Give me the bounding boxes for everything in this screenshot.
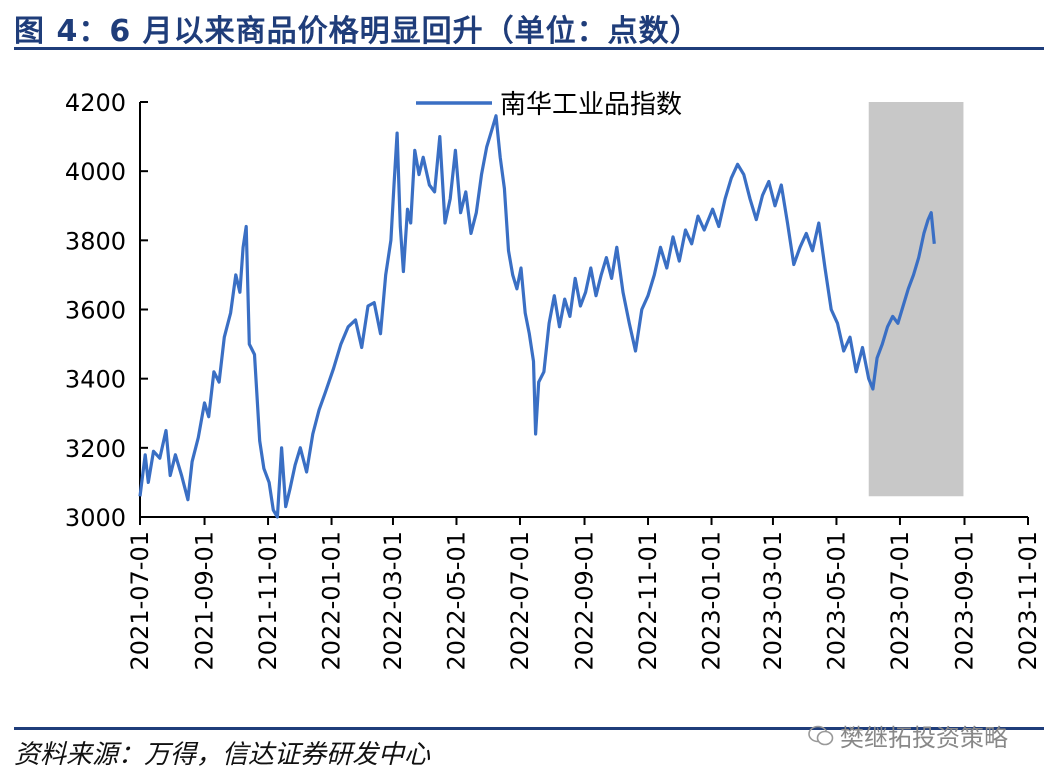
x-tick-label: 2023-07-01	[886, 531, 914, 670]
y-tick-label: 3800	[65, 227, 126, 255]
x-tick-label: 2022-07-01	[506, 531, 534, 670]
y-tick-label: 3600	[65, 297, 126, 325]
y-tick-label: 4200	[65, 89, 126, 117]
title-rule	[14, 47, 1044, 50]
y-tick-label: 4000	[65, 158, 126, 186]
page-title: 图 4：6 月以来商品价格明显回升（单位：点数）	[14, 14, 701, 49]
source-note: 资料来源：万得，信达证券研发中心	[14, 740, 431, 770]
x-tick-label: 2023-11-01	[1014, 531, 1042, 670]
highlight-band	[868, 102, 964, 497]
x-tick-label: 2021-09-01	[191, 531, 219, 670]
y-tick-label: 3000	[65, 504, 126, 532]
y-tick-label: 3200	[65, 435, 126, 463]
x-tick-label: 2022-05-01	[442, 531, 470, 670]
x-tick-label: 2023-03-01	[759, 531, 787, 670]
wechat-icon	[808, 725, 834, 745]
legend-label: 南华工业品指数	[500, 90, 682, 120]
x-tick-label: 2021-07-01	[126, 531, 154, 670]
series-line	[138, 114, 936, 519]
x-tick-label: 2022-03-01	[379, 531, 407, 670]
x-tick-label: 2023-01-01	[698, 531, 726, 670]
x-tick-label: 2022-01-01	[318, 531, 346, 670]
x-tick-label: 2023-09-01	[950, 531, 978, 670]
watermark-text: 樊继拓投资策略	[840, 724, 1008, 752]
watermark: 樊继拓投资策略	[808, 718, 1008, 753]
x-tick-label: 2021-11-01	[254, 531, 282, 670]
x-tick-label: 2023-05-01	[822, 531, 850, 670]
x-tick-label: 2022-11-01	[634, 531, 662, 670]
y-tick-label: 3400	[65, 366, 126, 394]
source-rule	[14, 727, 1044, 730]
x-tick-label: 2022-09-01	[571, 531, 599, 670]
